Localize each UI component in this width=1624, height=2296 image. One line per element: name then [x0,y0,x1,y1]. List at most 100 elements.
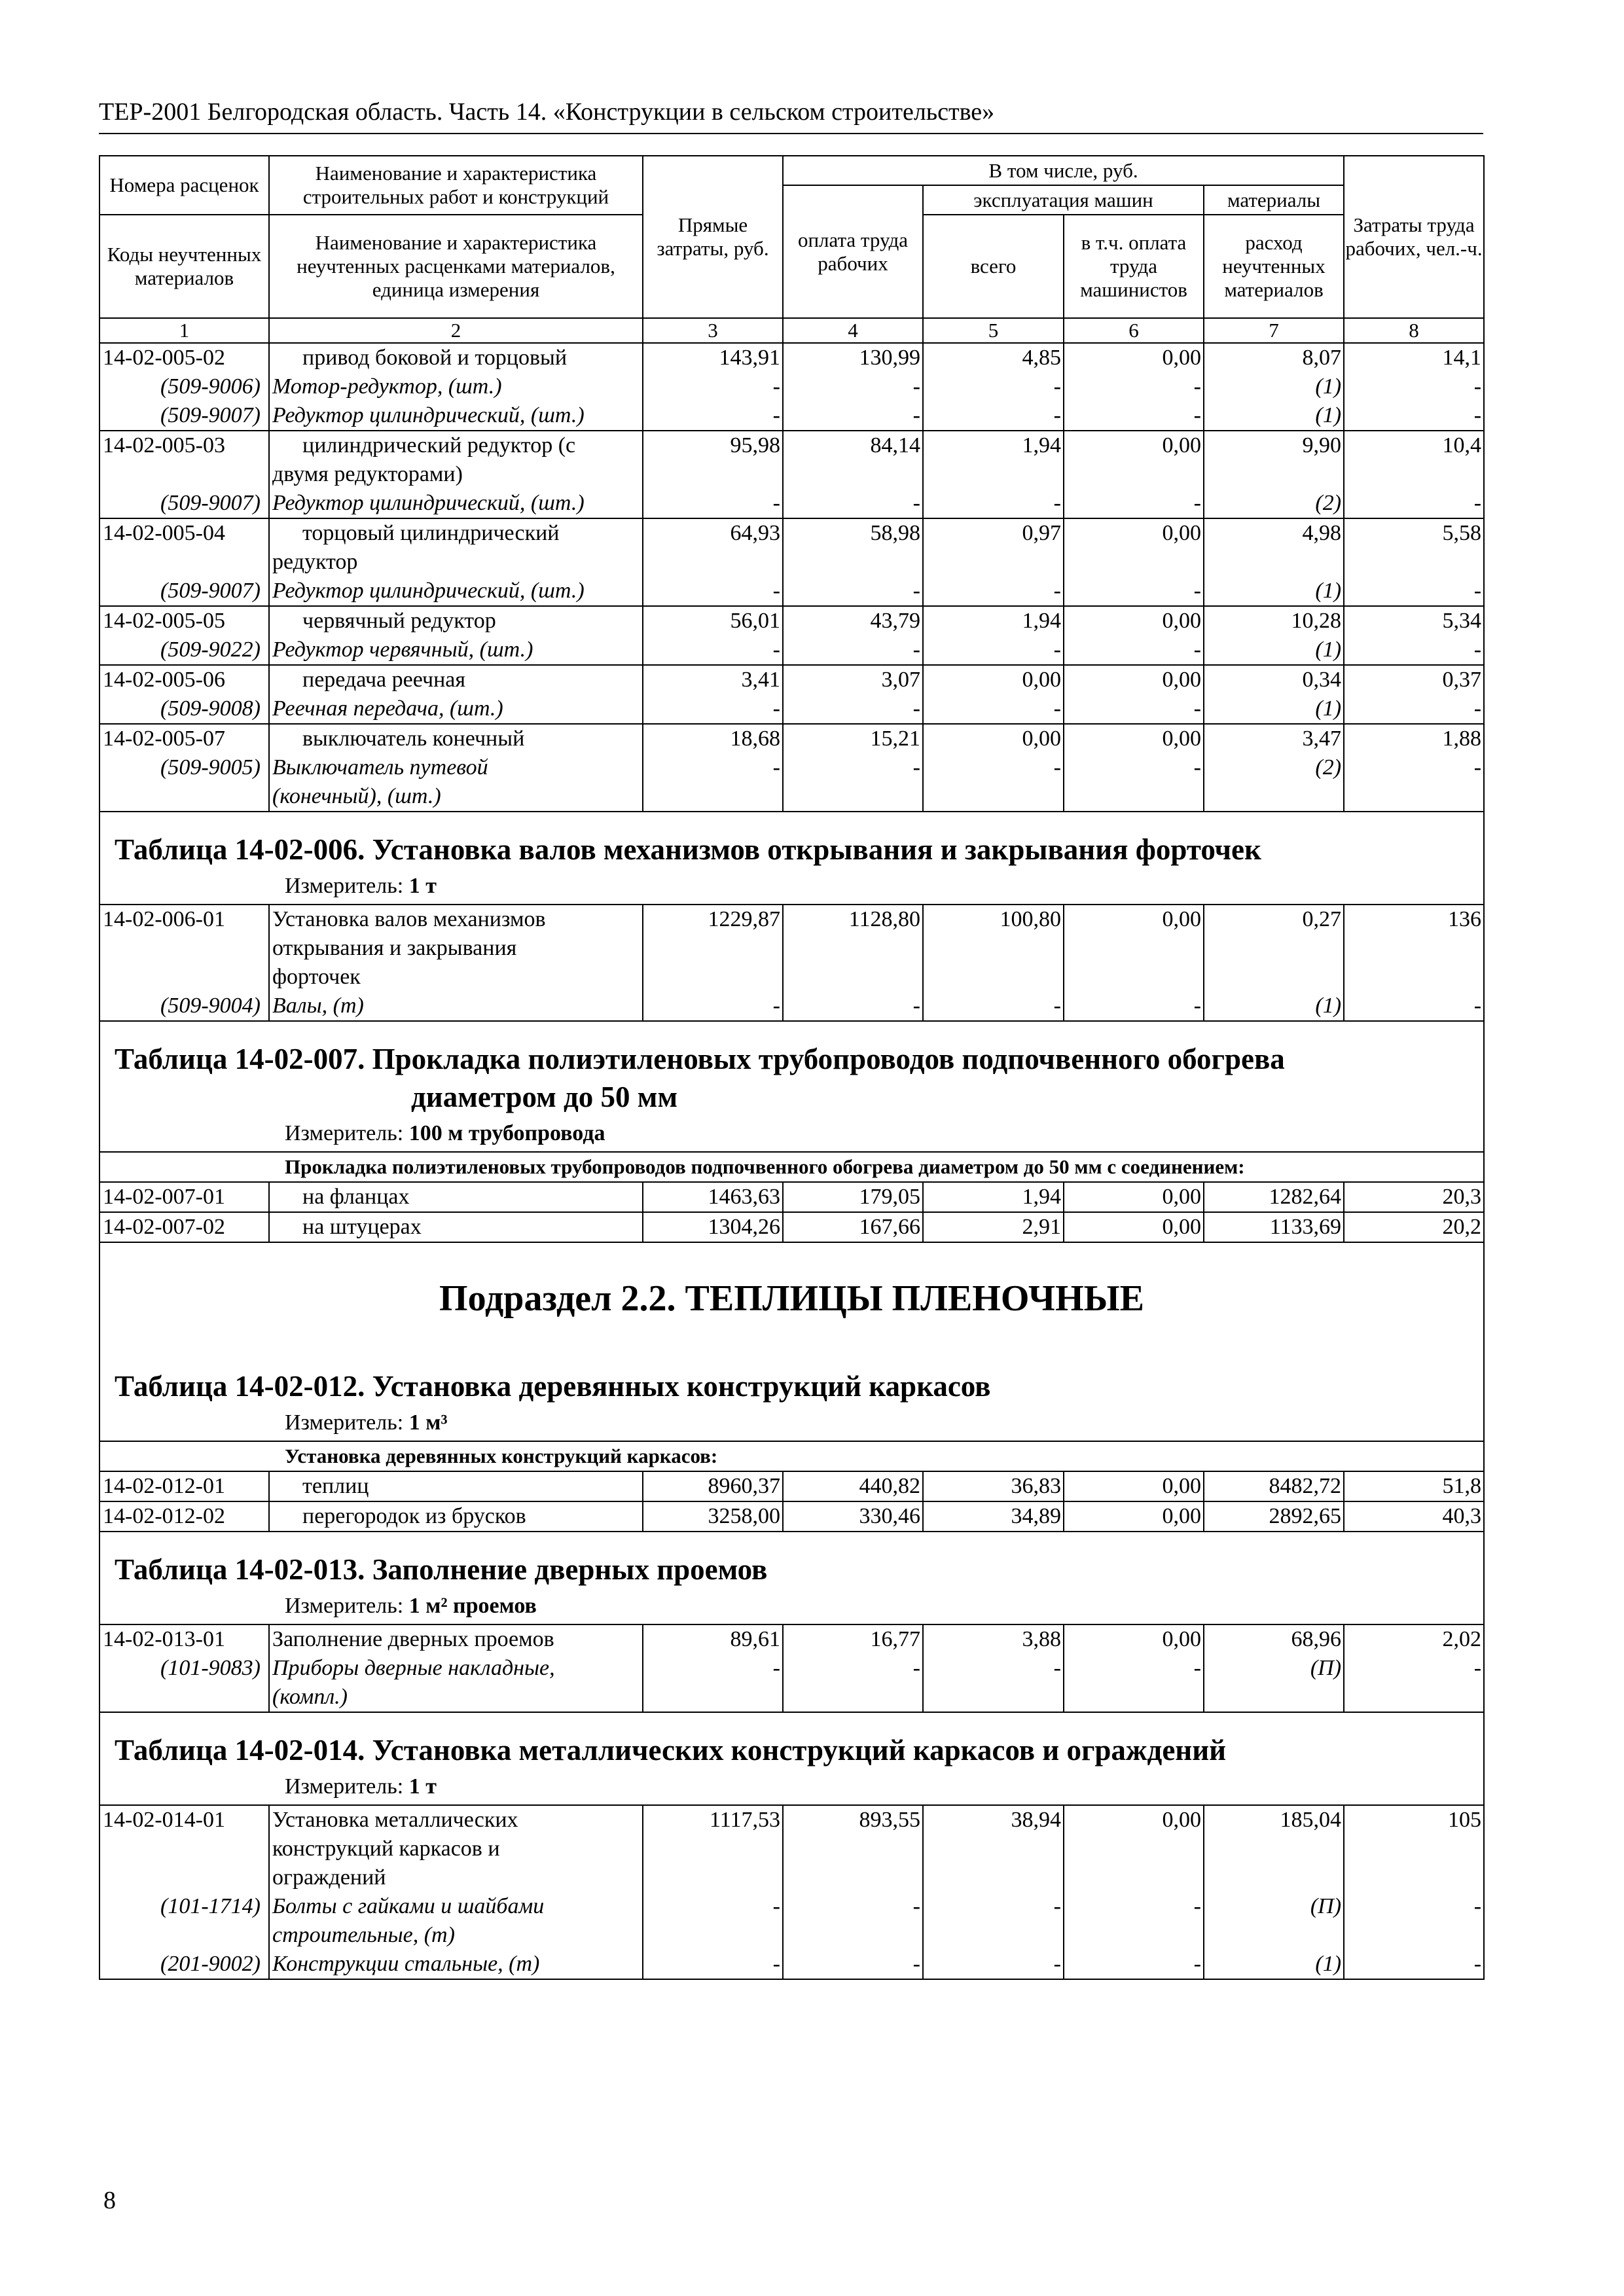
value: - [1193,1656,1201,1680]
material-code: (509-9007) [160,403,261,427]
material-code: (509-9006) [160,374,261,399]
rate-name: Установка металлических [272,1808,518,1832]
value [643,934,782,963]
value: - [772,755,780,780]
value: - [912,403,920,427]
value [643,1683,782,1712]
value: - [912,374,920,399]
table-title-row: Таблица 14-02-006. Установка валов механ… [98,812,1485,869]
value: 1,94 [1022,609,1062,633]
material-code: (509-9008) [160,696,261,721]
value: 0,37 [1442,668,1482,692]
header-material-usage: расход неучтенных материалов [1202,214,1345,319]
material-code [100,548,268,577]
rate-row: 14-02-005-02 (509-9006) (509-9007) привод б… [99,342,1485,431]
rate-name: Установка валов механизмов [272,907,546,931]
code-cell: 14-02-005-04 (509-9007) [99,518,270,607]
value [1064,963,1203,992]
value: 43,79 [870,609,921,633]
rate-row: 14-02-013-01 (101-9083) Заполнение дверных… [99,1624,1485,1713]
value [643,548,782,577]
name-cell: передача реечная Реечная передача, (шт.) [268,664,643,725]
value-cell-6: 0,00 [1063,1211,1204,1243]
value: - [1193,994,1201,1018]
code-cell: 14-02-014-01 (101-1714) (201-9002) [99,1804,270,1980]
value: - [1053,579,1061,603]
value: 3,07 [881,668,921,692]
value: 84,14 [870,433,921,457]
material-name: Валы, (т) [272,994,364,1018]
subsection-row: Подраздел 2.2. ТЕПЛИЦЫ ПЛЕНОЧНЫЕ [98,1242,1485,1349]
group-heading: Установка деревянных конструкций каркасо… [98,1441,1485,1472]
measure: Измеритель: 100 м трубопровода [98,1116,1485,1152]
value-cell-4: 1128,80 - [782,904,924,1022]
value-cell-3: 1229,87 - [642,904,784,1022]
value-cell-6: 0,00 [1063,1471,1204,1502]
value: 0,00 [1162,668,1202,692]
value: - [1473,491,1482,515]
group-heading: Прокладка полиэтиленовых трубопроводов п… [98,1151,1485,1183]
rate-code: 14-02-006-01 [103,907,225,931]
value: 2892,65 [1269,1504,1342,1528]
value-cell-6: 0,00 - [1063,518,1204,607]
value-cell-7: 8,07 (1) (1) [1202,342,1345,431]
value [1344,963,1483,992]
table-title-line: Таблица 14-02-013. Заполнение дверных пр… [115,1553,768,1586]
value-cell-8: 10,4 - [1343,430,1485,519]
value: - [912,579,920,603]
code-cell: 14-02-005-02 (509-9006) (509-9007) [99,342,270,431]
name-cell: выключатель конечный Выключатель путевой (… [268,723,643,812]
value [1064,934,1203,963]
rate-code: 14-02-005-04 [103,521,225,545]
value: - [912,755,920,780]
rate-row: 14-02-005-04 (509-9007) торцовый цилиндрич… [99,518,1485,607]
value-cell-5: 100,80 - [922,904,1064,1022]
measure: Измеритель: 1 т [98,869,1485,905]
table-title-line: Таблица 14-02-012. Установка деревянных … [115,1370,991,1403]
code-cell: 14-02-005-07 (509-9005) [99,723,270,812]
value [1204,1863,1343,1892]
rate-row: 14-02-012-01 теплиц 8960,37 440,82 36,83 0,00… [99,1471,1485,1502]
value [1344,1683,1483,1712]
value [924,1835,1063,1863]
rate-row: 14-02-005-06 (509-9008) передача реечная Ре… [99,664,1485,725]
value [784,1921,922,1950]
value: 8,07 [1302,346,1342,370]
value-cell-5: 0,00 - [922,723,1064,812]
value: - [1193,1952,1201,1976]
value [1204,963,1343,992]
value: - [1193,374,1201,399]
value: 440,82 [859,1474,921,1498]
value: 3,47 [1302,726,1342,751]
value-cell-7: 2892,65 [1202,1501,1345,1532]
value: 34,89 [1011,1504,1062,1528]
value: 58,98 [870,521,921,545]
value [924,963,1063,992]
header-work-name: Наименование и характеристика строительн… [268,155,643,215]
column-number: 1 [99,317,270,344]
value: 1117,53 [710,1808,780,1832]
rate-name: на фланцах [302,1185,410,1209]
material-code: (509-9022) [160,637,261,662]
name-cell: теплиц [268,1471,643,1502]
value [1064,782,1203,811]
column-number: 2 [268,317,643,344]
value: 1229,87 [708,907,781,931]
header-labor: Затраты труда рабочих, чел.-ч. [1343,155,1485,319]
value-cell-7: 4,98 (1) [1202,518,1345,607]
value: - [1473,696,1482,721]
rate-row: 14-02-005-03 (509-9007) цилиндрический ред… [99,430,1485,519]
value [784,460,922,489]
measure-row: Измеритель: 100 м трубопровода [98,1116,1485,1152]
material-code: (509-9005) [160,755,261,780]
value [784,548,922,577]
measure: Измеритель: 1 м³ [98,1405,1485,1441]
value: 105 [1448,1808,1482,1832]
value-cell-4: 130,99 - - [782,342,924,431]
value: - [772,1656,780,1680]
material-name: двумя редукторами) [272,462,463,486]
value: 1304,26 [708,1215,781,1239]
value [1344,548,1483,577]
header-including: В том числе, руб. [782,155,1345,186]
table-title-row: Таблица 14-02-014. Установка металлическ… [98,1712,1485,1769]
